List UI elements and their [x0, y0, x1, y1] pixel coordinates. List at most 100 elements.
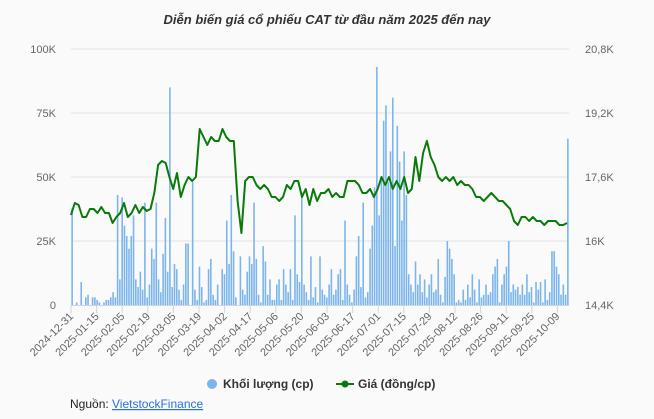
volume-bar: [448, 248, 451, 305]
volume-bar: [530, 287, 533, 305]
volume-bar: [398, 161, 401, 305]
volume-bar: [353, 289, 355, 305]
volume-bar: [273, 299, 276, 305]
volume-bar: [385, 105, 387, 305]
volume-bar: [130, 235, 133, 305]
volume-bar: [401, 220, 403, 305]
volume-bar: [453, 274, 455, 305]
volume-bar: [460, 302, 462, 305]
legend[interactable]: Khối lượng (cp) Giá (đồng/cp): [207, 377, 435, 391]
volume-bar: [412, 292, 415, 305]
source-link[interactable]: VietstockFinance: [112, 397, 203, 411]
volume-bar: [250, 264, 253, 305]
volume-bar: [182, 284, 185, 305]
volume-bar: [135, 279, 137, 305]
volume-bar: [289, 269, 292, 305]
volume-bar: [260, 302, 262, 305]
volume-bar: [185, 243, 187, 305]
volume-bar: [84, 297, 87, 305]
volume-bar: [498, 302, 501, 305]
volume-bar: [305, 292, 308, 305]
volume-bar: [232, 251, 235, 305]
volume-bar: [553, 251, 556, 305]
volume-bar: [564, 294, 567, 305]
volume-bar: [166, 271, 169, 305]
volume-bar: [489, 292, 492, 305]
volume-bar: [432, 292, 435, 305]
volume-bar: [269, 279, 271, 305]
volume-bar: [419, 274, 421, 305]
volume-bar: [132, 215, 135, 305]
volume-bar: [446, 241, 449, 305]
volume-bar: [544, 279, 546, 305]
volume-bar: [371, 225, 374, 305]
volume-bar: [294, 215, 296, 305]
volume-bar: [326, 297, 328, 305]
volume-bar: [105, 299, 108, 305]
volume-bar: [148, 284, 151, 305]
volume-bar: [410, 284, 412, 305]
volume-bar: [112, 292, 114, 305]
volume-bar: [330, 269, 333, 305]
volume-bar: [510, 292, 512, 305]
volume-bar: [266, 294, 269, 305]
volume-bar: [246, 271, 249, 305]
volume-bar: [496, 258, 499, 305]
volume-bar: [366, 292, 369, 305]
volume-bar: [116, 194, 119, 305]
volume-bar: [203, 302, 205, 305]
volume-bar: [216, 284, 219, 305]
volume-bar: [396, 125, 399, 305]
volume-bar: [323, 294, 326, 305]
volume-bar: [364, 297, 367, 305]
volume-bar: [514, 289, 517, 305]
volume-bar: [210, 258, 212, 305]
right-axis-tick-label: 19,2K: [585, 108, 614, 120]
volume-bar: [298, 281, 301, 305]
volume-bar: [198, 266, 201, 305]
volume-bar: [416, 284, 419, 305]
volume-bar: [248, 256, 251, 305]
volume-bar: [539, 281, 542, 305]
volume-bar: [319, 256, 321, 305]
volume-bar: [282, 269, 285, 305]
volume-bar: [164, 217, 167, 305]
volume-bar: [435, 289, 437, 305]
volume-bar: [378, 215, 380, 305]
volume-bar: [328, 284, 330, 305]
volume-bar: [467, 284, 469, 305]
legend-price-label[interactable]: Giá (đồng/cp): [358, 377, 435, 391]
volume-bar: [141, 289, 144, 305]
volume-bar: [314, 287, 317, 305]
volume-bar: [537, 289, 540, 305]
volume-bar: [405, 194, 408, 305]
volume-bar: [137, 287, 139, 305]
volume-bar: [407, 274, 410, 305]
volume-bar: [535, 281, 537, 305]
volume-bar: [482, 294, 485, 305]
volume-bar: [507, 241, 510, 305]
volume-bar: [373, 187, 376, 305]
volume-bar: [426, 297, 428, 305]
volume-bar: [94, 297, 96, 305]
volume-bar: [351, 302, 353, 305]
volume-bar: [471, 274, 474, 305]
volume-bar: [212, 294, 214, 305]
volume-bar: [376, 66, 378, 305]
volume-bar: [271, 299, 274, 305]
volume-bar: [228, 264, 230, 305]
volume-bar: [296, 274, 299, 305]
volume-bar: [114, 297, 117, 305]
volume-bar: [476, 302, 478, 305]
volume-bar: [187, 243, 189, 305]
volume-bar: [262, 246, 264, 305]
right-axis-tick-label: 20,8K: [585, 44, 614, 56]
volume-bar: [457, 299, 460, 305]
volume-bar: [87, 294, 89, 305]
volume-bar: [157, 279, 160, 305]
volume-bar: [200, 287, 203, 305]
volume-bar: [119, 279, 121, 305]
volume-bar: [312, 297, 314, 305]
volume-bar: [191, 182, 194, 305]
legend-volume-label[interactable]: Khối lượng (cp): [223, 377, 314, 391]
